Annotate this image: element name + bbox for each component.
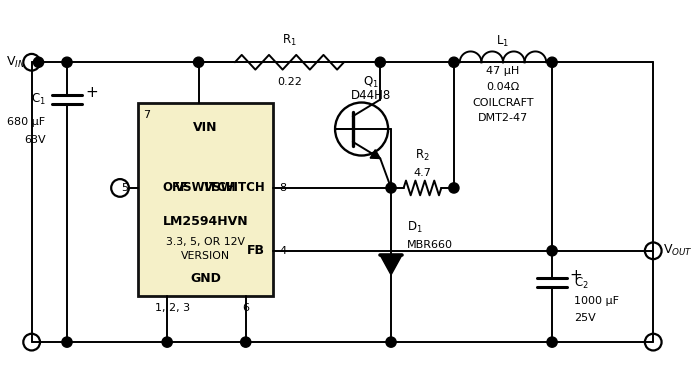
Text: C$_1$: C$_1$ xyxy=(31,92,46,107)
Text: 7: 7 xyxy=(144,110,150,120)
Polygon shape xyxy=(370,150,380,158)
Text: V$_{OUT}$: V$_{OUT}$ xyxy=(663,243,693,258)
Text: 1, 2, 3: 1, 2, 3 xyxy=(155,303,190,313)
Text: 0.04Ω: 0.04Ω xyxy=(486,82,519,92)
Circle shape xyxy=(386,337,396,347)
Text: DMT2-47: DMT2-47 xyxy=(478,113,528,123)
Circle shape xyxy=(547,57,557,67)
Text: GND: GND xyxy=(190,272,221,285)
Text: 63V: 63V xyxy=(24,135,46,145)
Text: 47 µH: 47 µH xyxy=(486,66,519,76)
Circle shape xyxy=(241,337,251,347)
Circle shape xyxy=(162,337,172,347)
Text: 5: 5 xyxy=(121,183,128,193)
Circle shape xyxy=(62,337,72,347)
Circle shape xyxy=(62,57,72,67)
Circle shape xyxy=(386,183,396,193)
Text: OFF: OFF xyxy=(162,181,188,195)
FancyBboxPatch shape xyxy=(138,104,273,296)
Text: 6: 6 xyxy=(241,303,248,313)
Text: 3.3, 5, OR 12V
VERSION: 3.3, 5, OR 12V VERSION xyxy=(166,237,245,261)
Circle shape xyxy=(193,57,204,67)
Text: R$_1$: R$_1$ xyxy=(282,33,297,47)
Text: MBR660: MBR660 xyxy=(407,240,453,250)
Circle shape xyxy=(34,57,43,67)
Circle shape xyxy=(547,246,557,256)
Text: VSWITCH: VSWITCH xyxy=(204,181,265,195)
Text: 680 µF: 680 µF xyxy=(7,117,46,127)
Text: 25V: 25V xyxy=(574,313,596,323)
Text: COILCRAFT: COILCRAFT xyxy=(473,98,533,108)
Text: D44H8: D44H8 xyxy=(351,88,391,101)
Text: V$_{IN}$: V$_{IN}$ xyxy=(6,55,26,70)
Text: D$_1$: D$_1$ xyxy=(407,220,422,235)
Polygon shape xyxy=(380,255,402,275)
Text: R$_2$: R$_2$ xyxy=(415,148,430,164)
Text: FB: FB xyxy=(247,244,265,257)
Circle shape xyxy=(449,183,459,193)
Text: LM2594HVN: LM2594HVN xyxy=(162,215,248,228)
Text: VSWITCH: VSWITCH xyxy=(174,181,237,195)
Text: C$_2$: C$_2$ xyxy=(574,276,589,291)
Text: 8: 8 xyxy=(279,183,286,193)
Text: L$_1$: L$_1$ xyxy=(496,33,510,48)
Circle shape xyxy=(449,57,459,67)
Text: +: + xyxy=(85,85,99,100)
Text: 4.7: 4.7 xyxy=(414,168,431,178)
Text: +: + xyxy=(570,268,582,283)
Text: 1000 µF: 1000 µF xyxy=(574,296,619,306)
Text: VIN: VIN xyxy=(193,121,218,134)
Text: 4: 4 xyxy=(279,246,286,256)
Circle shape xyxy=(547,337,557,347)
Circle shape xyxy=(375,57,386,67)
Text: Q$_1$: Q$_1$ xyxy=(363,75,379,90)
Text: 0.22: 0.22 xyxy=(277,77,302,87)
